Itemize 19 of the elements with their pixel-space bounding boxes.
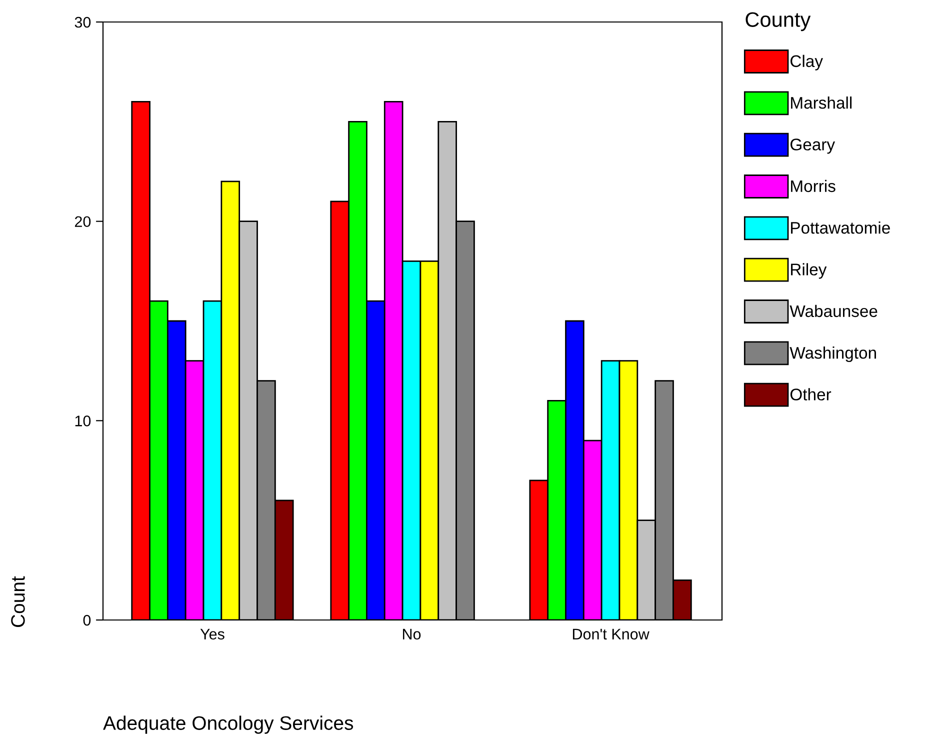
- legend-label: Washington: [790, 346, 876, 362]
- x-tick-label: Yes: [200, 628, 224, 640]
- x-tick-label: Don't Know: [572, 628, 650, 640]
- y-tick-label: 20: [74, 216, 91, 228]
- legend-label: Morris: [791, 180, 836, 192]
- x-axis-title: Adequate Oncology Services: [103, 716, 354, 734]
- legend-title: County: [746, 12, 811, 32]
- legend-label: Geary: [790, 138, 836, 154]
- legend-label: Marshall: [791, 96, 852, 109]
- y-tick-label: 10: [75, 416, 91, 426]
- y-tick-label: 0: [83, 614, 91, 626]
- y-tick-label: 30: [74, 16, 91, 28]
- legend-label: Pottawatomie: [791, 222, 890, 234]
- x-tick-label: No: [402, 628, 421, 640]
- legend-label: Wabaunsee: [790, 304, 878, 318]
- y-axis-title: Count: [11, 576, 25, 628]
- legend-label: Other: [790, 388, 832, 400]
- legend-label: Riley: [791, 263, 827, 279]
- legend-label: Clay: [790, 54, 823, 70]
